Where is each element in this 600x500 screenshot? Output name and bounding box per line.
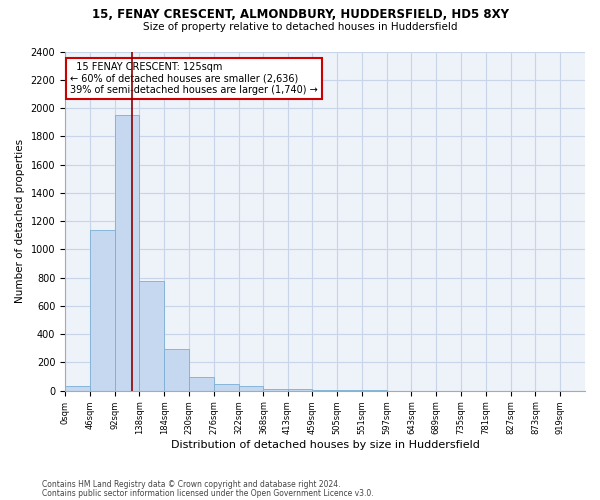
Text: Size of property relative to detached houses in Huddersfield: Size of property relative to detached ho…	[143, 22, 457, 32]
Bar	[139, 281, 164, 390]
Bar	[214, 384, 239, 390]
Y-axis label: Number of detached properties: Number of detached properties	[15, 139, 25, 303]
Bar	[263, 388, 287, 390]
Bar	[189, 376, 214, 390]
Bar	[239, 386, 263, 390]
Text: 15, FENAY CRESCENT, ALMONDBURY, HUDDERSFIELD, HD5 8XY: 15, FENAY CRESCENT, ALMONDBURY, HUDDERSF…	[91, 8, 509, 20]
Bar	[115, 115, 139, 390]
Text: Contains HM Land Registry data © Crown copyright and database right 2024.: Contains HM Land Registry data © Crown c…	[42, 480, 341, 489]
Text: 15 FENAY CRESCENT: 125sqm  
← 60% of detached houses are smaller (2,636)
39% of : 15 FENAY CRESCENT: 125sqm ← 60% of detac…	[70, 62, 318, 95]
Bar	[65, 386, 90, 390]
Bar	[164, 349, 189, 391]
Text: Contains public sector information licensed under the Open Government Licence v3: Contains public sector information licen…	[42, 488, 374, 498]
X-axis label: Distribution of detached houses by size in Huddersfield: Distribution of detached houses by size …	[170, 440, 479, 450]
Bar	[90, 230, 115, 390]
